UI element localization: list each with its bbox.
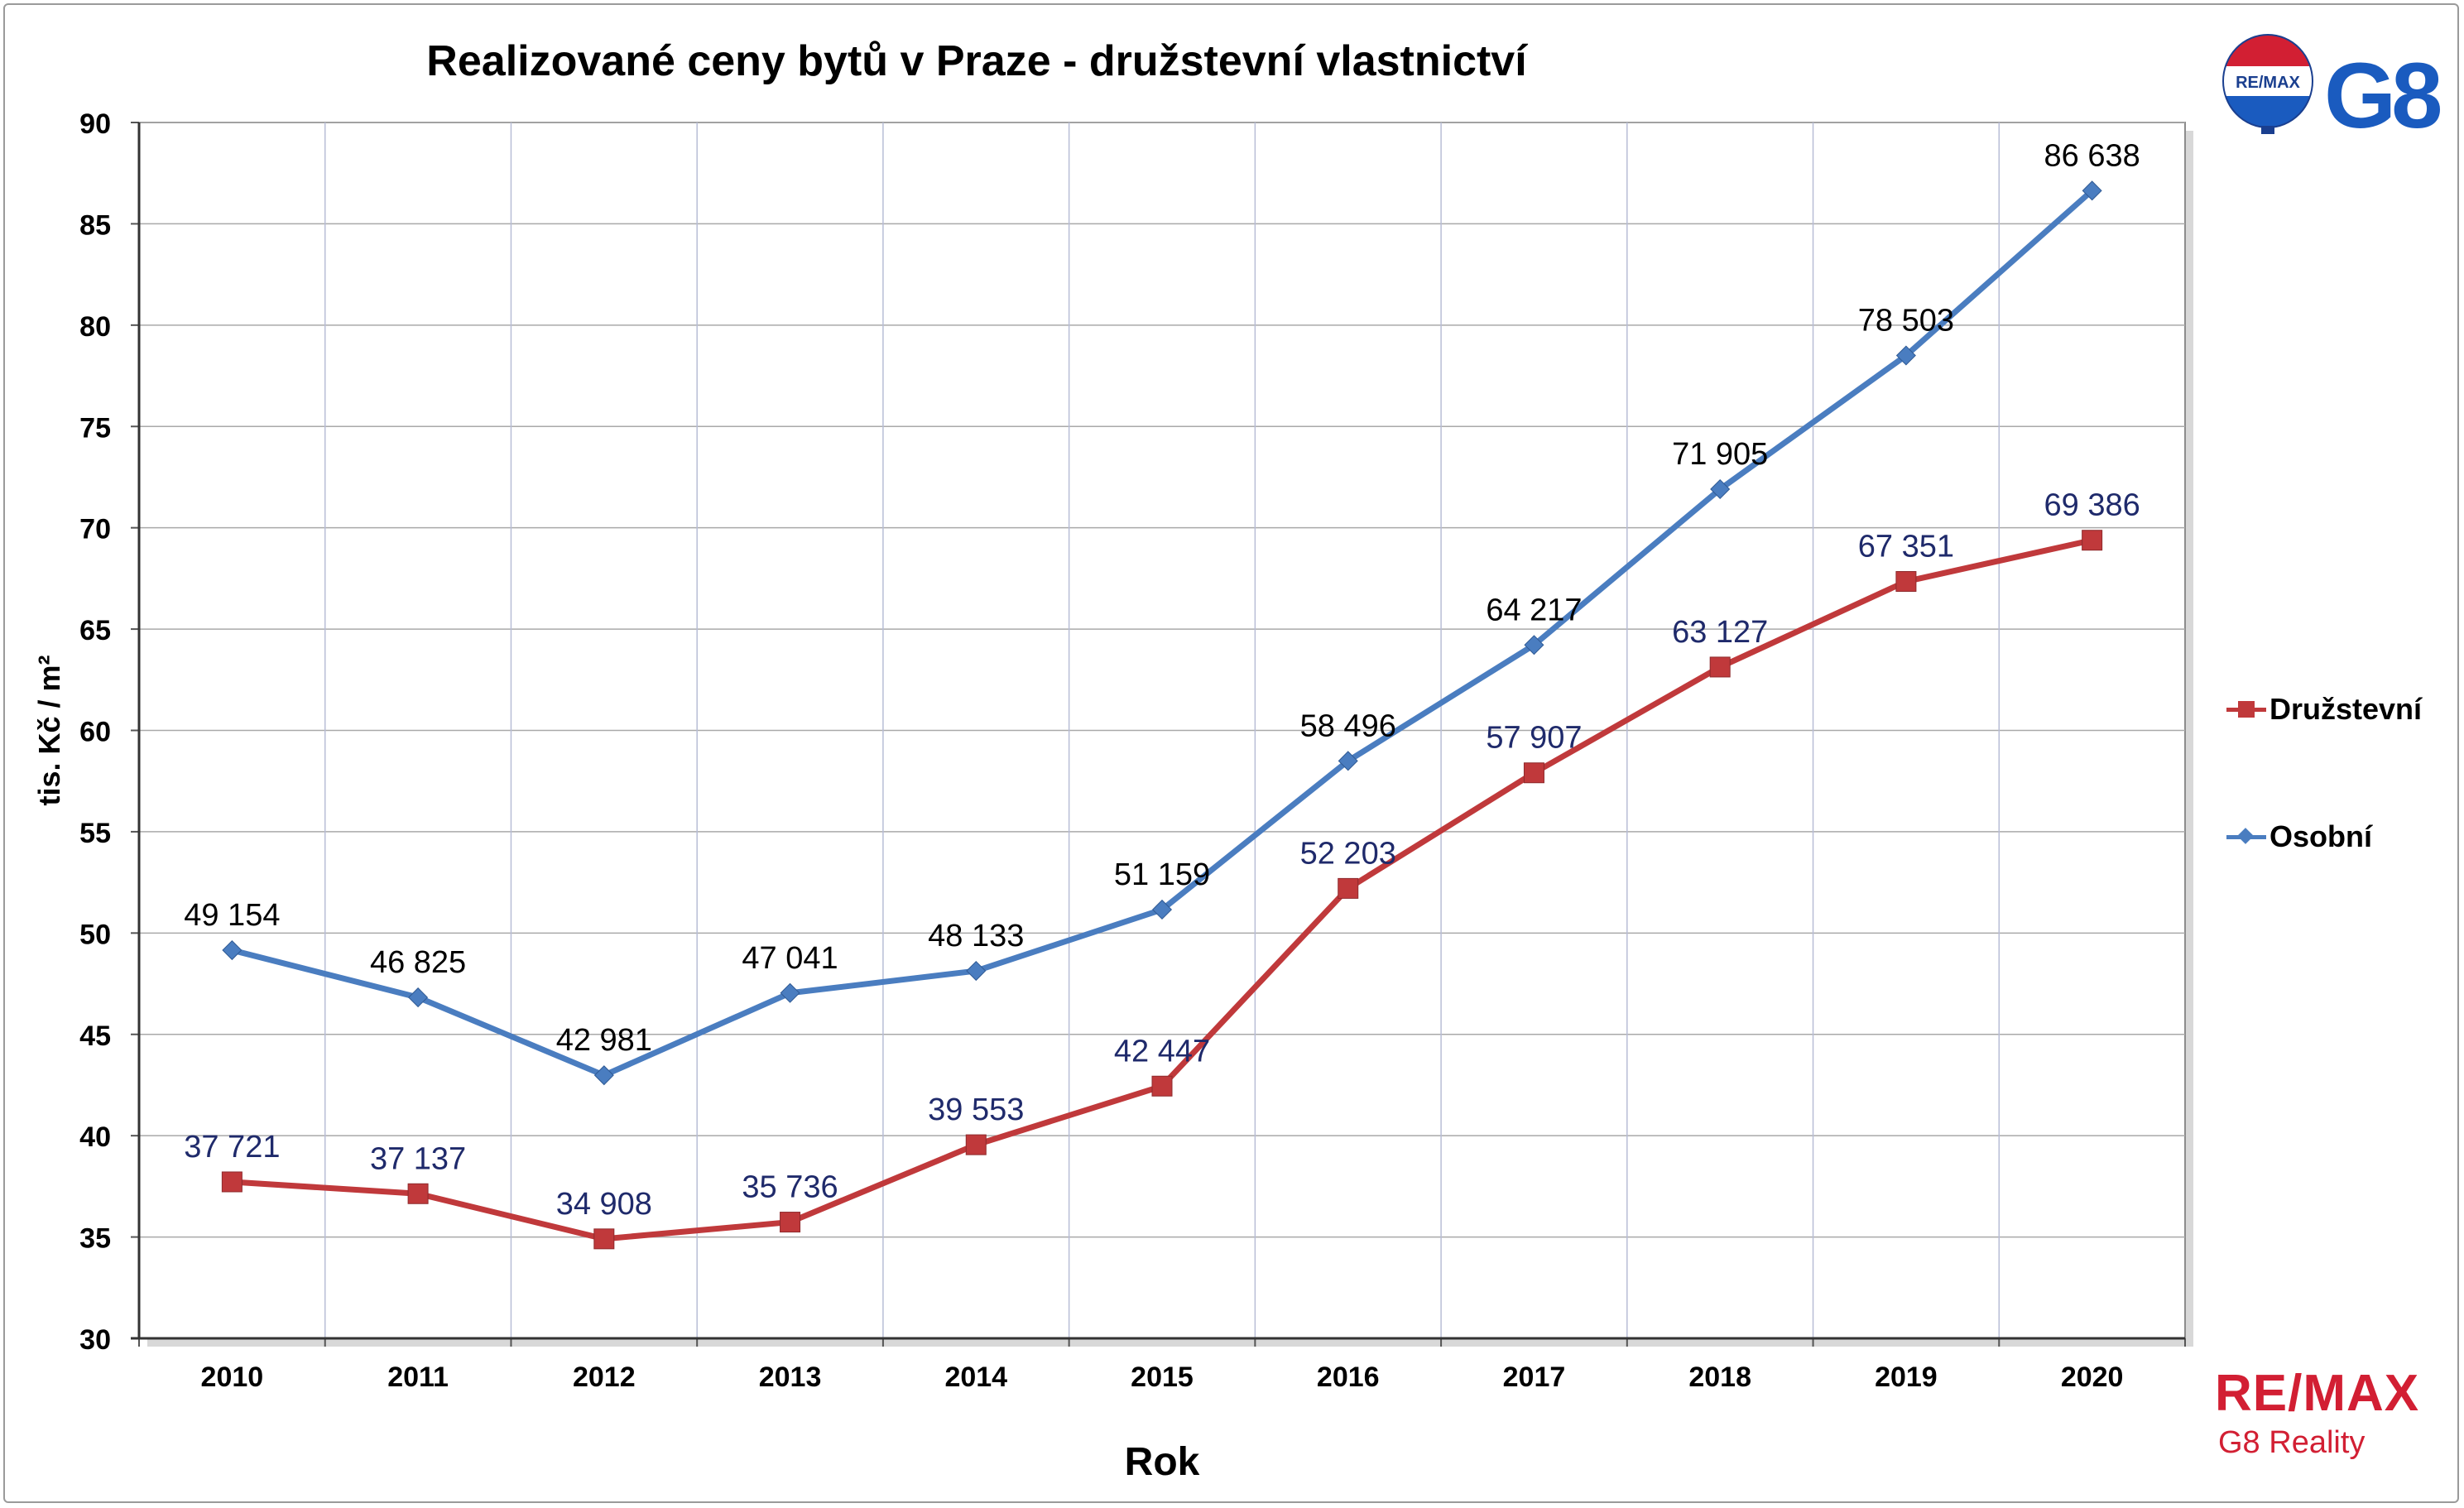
data-label: 37 137 — [370, 1141, 466, 1176]
y-tick-label: 80 — [79, 311, 111, 343]
data-point-marker — [408, 1184, 428, 1203]
legend-item-osobni: Osobní — [2226, 819, 2372, 854]
y-tick-label: 85 — [79, 209, 111, 241]
data-label: 48 133 — [928, 919, 1024, 953]
x-tick-label: 2016 — [1317, 1362, 1380, 1393]
data-label: 49 154 — [184, 898, 280, 933]
legend-item-druzstevni: Družstevní — [2226, 692, 2422, 727]
x-tick-label: 2011 — [387, 1362, 449, 1393]
x-tick-label: 2010 — [201, 1362, 264, 1393]
y-tick-label: 55 — [79, 818, 111, 849]
data-label: 71 905 — [1672, 437, 1768, 472]
data-label: 63 127 — [1672, 615, 1768, 650]
data-label: 78 503 — [1858, 303, 1954, 338]
legend-label-druzstevni: Družstevní — [2269, 692, 2422, 727]
remax-g8-logo: RE/MAX G8 — [2218, 33, 2458, 141]
balloon-icon: RE/MAX G8 — [2218, 33, 2458, 141]
legend-label-osobni: Osobní — [2269, 819, 2372, 854]
data-label: 57 907 — [1486, 721, 1582, 756]
data-label: 42 981 — [556, 1023, 652, 1058]
remax-logo-text: RE/MAX — [2215, 1364, 2419, 1423]
x-axis-label: Rok — [1125, 1440, 1200, 1484]
x-tick-label: 2019 — [1875, 1362, 1938, 1393]
data-point-marker — [2082, 531, 2102, 550]
legend-swatch-druzstevni — [2226, 697, 2266, 722]
data-label: 67 351 — [1858, 530, 1954, 564]
y-tick-label: 35 — [79, 1223, 111, 1255]
data-point-marker — [1896, 572, 1916, 592]
y-tick-label: 50 — [79, 919, 111, 950]
data-label: 86 638 — [2044, 138, 2140, 173]
data-point-marker — [781, 1213, 800, 1232]
y-tick-label: 70 — [79, 514, 111, 545]
data-label: 47 041 — [742, 941, 838, 976]
data-point-marker — [222, 1172, 242, 1192]
data-point-marker — [1710, 657, 1730, 677]
data-point-marker — [966, 1135, 986, 1155]
y-tick-label: 90 — [79, 108, 111, 140]
legend-swatch-osobni — [2226, 824, 2266, 849]
x-tick-label: 2020 — [2061, 1362, 2124, 1393]
remax-logo-subtext: G8 Reality — [2218, 1425, 2365, 1461]
data-label: 39 553 — [928, 1093, 1024, 1127]
data-label: 52 203 — [1300, 836, 1396, 871]
y-tick-label: 60 — [79, 717, 111, 748]
y-tick-label: 45 — [79, 1021, 111, 1052]
x-tick-label: 2013 — [759, 1362, 822, 1393]
y-tick-label: 30 — [79, 1324, 111, 1356]
data-label: 37 721 — [184, 1130, 280, 1165]
data-label: 69 386 — [2044, 488, 2140, 523]
x-tick-label: 2012 — [573, 1362, 636, 1393]
data-label: 46 825 — [370, 945, 466, 980]
data-label: 64 217 — [1486, 593, 1582, 627]
line-chart: 30 35 40 45 50 55 60 65 70 75 80 85 90 2010 2011 2012 20… — [0, 0, 2464, 1508]
data-point-marker — [1152, 1076, 1172, 1096]
logo-badge-text: RE/MAX — [2236, 74, 2300, 92]
y-tick-label: 75 — [79, 412, 111, 444]
data-label: 42 447 — [1114, 1034, 1210, 1069]
y-tick-label: 40 — [79, 1121, 111, 1153]
x-tick-label: 2017 — [1503, 1362, 1566, 1393]
data-label: 51 159 — [1114, 857, 1210, 892]
x-tick-label: 2014 — [944, 1362, 1007, 1393]
x-tick-label: 2018 — [1688, 1362, 1751, 1393]
data-point-marker — [1338, 878, 1358, 898]
data-label: 35 736 — [742, 1170, 838, 1205]
data-point-marker — [594, 1229, 614, 1249]
x-tick-label: 2015 — [1131, 1362, 1194, 1393]
data-label: 34 908 — [556, 1187, 652, 1222]
y-tick-label: 65 — [79, 615, 111, 646]
data-point-marker — [1524, 763, 1544, 783]
y-axis-label: tis. Kč / m² — [32, 655, 66, 805]
logo-g8-text: G8 — [2324, 44, 2440, 141]
data-label: 58 496 — [1300, 708, 1396, 743]
